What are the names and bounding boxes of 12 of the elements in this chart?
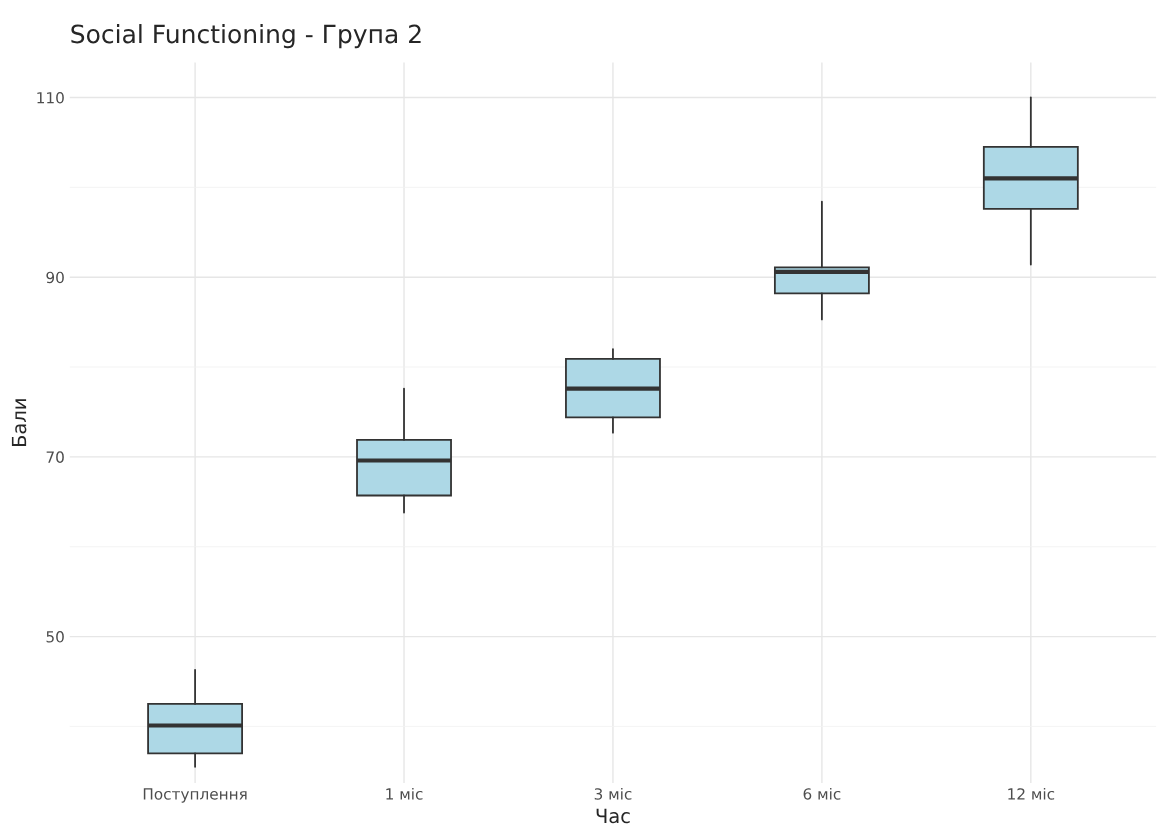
y-tick-label: 90 (46, 271, 64, 284)
x-axis-title: Час (596, 808, 630, 824)
x-tick-label: 1 міс (386, 787, 423, 800)
chart-title: Social Functioning - Група 2 (71, 24, 421, 49)
x-tick-label: Поступлення (143, 788, 247, 803)
y-axis-title: Бали (11, 399, 27, 446)
y-tick-label: 50 (46, 631, 64, 643)
x-tick-label: 3 міс (594, 787, 632, 800)
y-tick-label: 70 (46, 451, 64, 463)
x-tick-label: 12 міс (1008, 787, 1055, 800)
x-tick-label: 6 міс (803, 787, 841, 800)
y-tick-label: 110 (37, 91, 64, 104)
